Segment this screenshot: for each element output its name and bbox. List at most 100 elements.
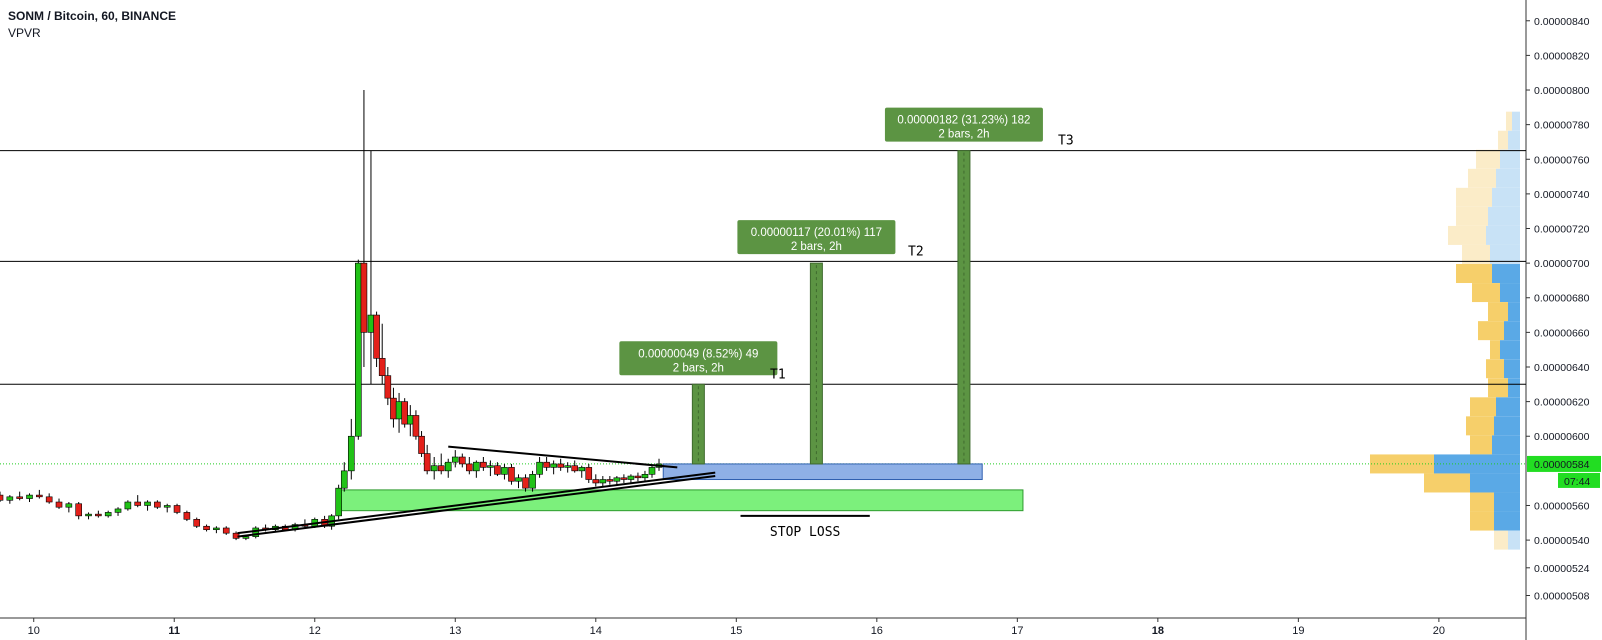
candle-body — [95, 513, 102, 517]
vp-bar-down — [1508, 378, 1520, 398]
vp-bar-up — [1506, 111, 1512, 131]
target-t1-label: T1 — [770, 367, 786, 382]
vp-bar-up — [1490, 340, 1500, 360]
candle-body — [592, 479, 600, 484]
price-tick-label: 0.00000620 — [1534, 397, 1590, 409]
candle-body — [418, 435, 425, 454]
price-tick-label: 0.00000600 — [1534, 431, 1590, 443]
candle-body — [529, 474, 536, 489]
candle-body — [75, 503, 82, 517]
candle-body — [16, 496, 23, 499]
candle-body — [480, 461, 487, 468]
candle-body — [222, 527, 230, 534]
vp-bar-down — [1494, 492, 1520, 512]
candle-body — [458, 456, 466, 465]
candle-body — [335, 487, 342, 517]
candle-body — [0, 494, 4, 501]
vp-bar-down — [1496, 397, 1520, 417]
candle-body — [134, 501, 142, 506]
vp-bar-up — [1470, 492, 1494, 512]
candle-body — [599, 479, 607, 484]
price-tag-value: 0.00000584 — [1534, 459, 1590, 471]
measure-label-box — [884, 107, 1043, 142]
candle-body — [252, 527, 260, 537]
measure-label-line1: 0.00000117 (20.01%) 117 — [751, 227, 882, 239]
candle-body — [183, 512, 191, 520]
candle-body — [367, 314, 375, 333]
vp-bar-down — [1488, 206, 1520, 226]
price-tick-label: 0.00000820 — [1534, 50, 1590, 62]
vp-bar-down — [1486, 225, 1520, 245]
candle-body — [578, 467, 586, 472]
candle-body — [430, 465, 438, 472]
stop-loss-label: STOP LOSS — [770, 525, 840, 540]
candle-body — [613, 477, 621, 482]
vp-bar-up — [1456, 206, 1488, 226]
candle-body — [444, 461, 452, 472]
vp-bar-down — [1512, 111, 1520, 131]
candle-body — [6, 496, 14, 501]
vp-bar-up — [1472, 283, 1500, 303]
target-t3-label: T3 — [1058, 134, 1074, 149]
candle-body — [114, 508, 122, 513]
candle-body — [378, 358, 386, 376]
measure-bar — [957, 150, 971, 465]
vp-bar-up — [1466, 416, 1494, 436]
candle-body — [550, 463, 557, 468]
candle-body — [585, 467, 593, 480]
candle-body — [423, 453, 431, 472]
candle-body — [407, 415, 414, 425]
candle-body — [384, 375, 392, 399]
vp-bar-up — [1448, 225, 1486, 245]
vp-bar-up — [1470, 511, 1494, 531]
candle-body — [55, 501, 63, 508]
candle-body — [487, 465, 494, 468]
vp-bar-up — [1476, 149, 1500, 169]
indicator-label: VPVR — [8, 26, 41, 40]
vp-bar-up — [1468, 168, 1496, 188]
time-tick-label: 14 — [590, 625, 602, 637]
candle-body — [648, 467, 656, 475]
vp-bar-down — [1500, 283, 1520, 303]
vp-bar-down — [1492, 264, 1520, 284]
vp-bar-up — [1488, 302, 1508, 322]
countdown-value: 07:44 — [1564, 476, 1590, 488]
price-tick-label: 0.00000740 — [1534, 189, 1590, 201]
candle-body — [124, 501, 132, 510]
vp-bar-down — [1504, 321, 1520, 341]
price-tick-label: 0.00000660 — [1534, 327, 1590, 339]
time-tick-label: 10 — [28, 625, 40, 637]
candle-body — [508, 467, 515, 482]
candle-body — [203, 525, 210, 531]
time-tick-label: 18 — [1152, 625, 1164, 637]
target-t2-label: T2 — [908, 244, 924, 259]
time-tick-label: 15 — [730, 625, 742, 637]
candle-body — [473, 461, 480, 472]
vp-bar-up — [1488, 378, 1508, 398]
vp-bar-down — [1500, 340, 1520, 360]
vp-bar-down — [1504, 359, 1520, 379]
candle-body — [173, 505, 181, 513]
measure-label-line1: 0.00000049 (8.52%) 49 — [638, 348, 758, 360]
candle-body — [522, 477, 529, 489]
vp-bar-down — [1500, 149, 1520, 169]
vp-bar-up — [1456, 187, 1492, 207]
candle-body — [641, 474, 649, 479]
trend-line — [237, 471, 716, 535]
price-tag-box — [1527, 455, 1601, 472]
price-tick-label: 0.00000640 — [1534, 362, 1590, 374]
price-tick-label: 0.00000800 — [1534, 85, 1590, 97]
candle-body — [340, 470, 348, 489]
vp-bar-down — [1508, 130, 1520, 150]
candle-body — [360, 262, 368, 333]
trend-line — [237, 475, 716, 538]
candle-body — [401, 401, 408, 425]
trend-line — [448, 445, 678, 469]
candle-body — [606, 479, 614, 482]
vp-bar-down — [1490, 244, 1520, 264]
candle-body — [620, 477, 628, 480]
vp-bar-up — [1424, 473, 1470, 493]
candle-body — [557, 463, 564, 468]
candle-body — [451, 456, 459, 463]
